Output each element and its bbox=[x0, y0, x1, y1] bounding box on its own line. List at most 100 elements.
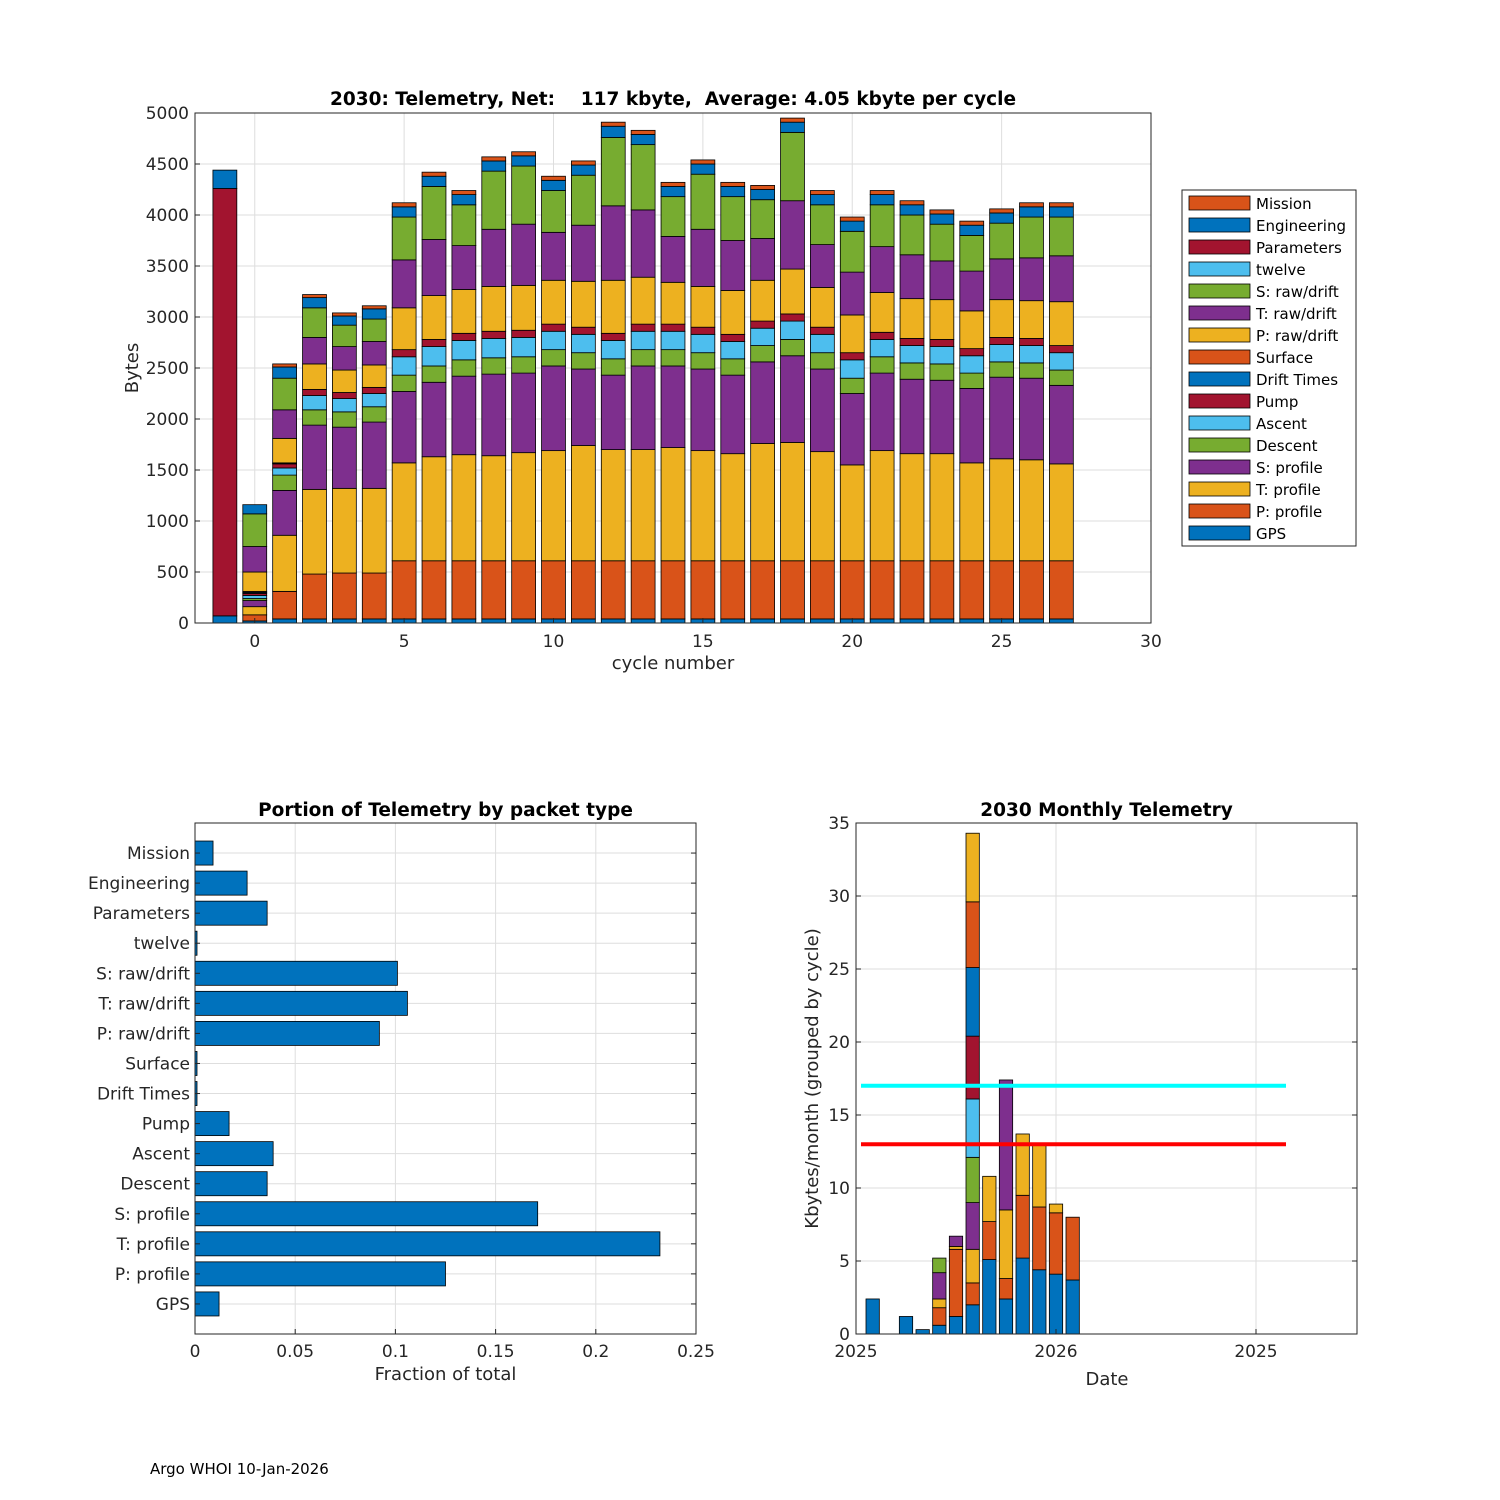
x-tick-label: 15 bbox=[692, 632, 714, 652]
bar-segment bbox=[810, 244, 835, 288]
bar-segment bbox=[302, 363, 327, 390]
bar-segment bbox=[839, 271, 865, 316]
bar bbox=[194, 900, 268, 926]
bar-segment bbox=[630, 618, 656, 624]
bar-segment bbox=[899, 378, 925, 455]
bar-segment bbox=[929, 213, 955, 225]
bar-segment bbox=[421, 365, 447, 383]
bar-segment bbox=[948, 1246, 964, 1250]
bar-segment bbox=[511, 223, 536, 286]
bar-segment bbox=[421, 346, 447, 367]
bar-segment bbox=[839, 230, 865, 273]
bar-segment bbox=[272, 377, 297, 411]
bar-segment bbox=[242, 546, 268, 573]
bar-segment bbox=[965, 1156, 980, 1203]
bar-segment bbox=[511, 284, 536, 331]
legend-label: P: raw/drift bbox=[1256, 327, 1338, 345]
x-tick-label: 30 bbox=[1140, 632, 1162, 652]
bar-segment bbox=[690, 163, 716, 175]
bar-segment bbox=[959, 372, 985, 389]
bar-segment bbox=[571, 352, 596, 370]
bar-segment bbox=[959, 270, 985, 312]
bar-segment bbox=[361, 305, 387, 310]
bar-segment bbox=[720, 358, 746, 376]
bar-segment bbox=[391, 206, 417, 218]
y-tick-label: 3500 bbox=[146, 257, 189, 277]
bar-segment bbox=[332, 392, 357, 400]
bar-segment bbox=[391, 202, 417, 208]
bar-segment bbox=[242, 504, 268, 515]
bar-segment bbox=[982, 1259, 997, 1335]
bar-segment bbox=[660, 365, 686, 448]
y-tick-label: Pump bbox=[142, 1115, 190, 1135]
bar-segment bbox=[391, 307, 417, 351]
x-tick-label: 2026 bbox=[1034, 1342, 1077, 1362]
y-tick-label: 500 bbox=[157, 563, 189, 583]
bar-segment bbox=[391, 391, 417, 464]
bar-segment bbox=[511, 618, 536, 624]
bar-segment bbox=[899, 298, 925, 339]
bar-segment bbox=[1049, 345, 1074, 354]
bar-segment bbox=[391, 349, 417, 358]
bar-segment bbox=[932, 1257, 947, 1274]
y-tick-label: P: profile bbox=[115, 1265, 190, 1285]
chart-title: 2030 Monthly Telemetry bbox=[980, 800, 1233, 821]
y-tick-label: 2000 bbox=[146, 410, 189, 430]
bar-segment bbox=[451, 375, 477, 456]
bar-segment bbox=[929, 223, 955, 262]
bar-segment bbox=[451, 454, 477, 562]
legend-label: S: profile bbox=[1256, 459, 1323, 477]
bar-segment bbox=[839, 393, 865, 466]
bar-segment bbox=[511, 151, 536, 157]
bar-segment bbox=[332, 398, 357, 413]
bar-segment bbox=[989, 212, 1014, 224]
bar-segment bbox=[660, 196, 686, 237]
footer-credit: Argo WHOI 10-Jan-2026 bbox=[150, 1460, 329, 1478]
bar-segment bbox=[600, 374, 626, 451]
bar-segment bbox=[780, 355, 805, 443]
bar-segment bbox=[332, 572, 357, 620]
y-tick-label: 10 bbox=[828, 1179, 850, 1199]
bar-segment bbox=[720, 560, 746, 620]
bar-segment bbox=[1049, 202, 1074, 208]
bar-segment bbox=[332, 346, 357, 371]
bar-segment bbox=[630, 349, 656, 367]
y-tick-label: 4500 bbox=[146, 155, 189, 175]
bar-segment bbox=[899, 214, 925, 256]
y-tick-label: 15 bbox=[828, 1106, 850, 1126]
bar-segment bbox=[989, 258, 1014, 301]
legend-label: Parameters bbox=[1256, 239, 1342, 257]
bar-segment bbox=[810, 368, 835, 453]
bar-segment bbox=[959, 355, 985, 374]
bar-segment bbox=[571, 224, 596, 282]
bar-segment bbox=[302, 297, 327, 309]
bar-segment bbox=[690, 228, 716, 287]
bar-segment bbox=[272, 363, 297, 368]
bar-segment bbox=[780, 131, 805, 202]
legend-swatch bbox=[1188, 437, 1251, 453]
bar-segment bbox=[869, 292, 895, 333]
bar-segment bbox=[965, 1202, 980, 1250]
bar-segment bbox=[929, 346, 955, 365]
bar-segment bbox=[1049, 463, 1074, 562]
bar-segment bbox=[1049, 352, 1074, 371]
bar-segment bbox=[899, 200, 925, 206]
bar-segment bbox=[541, 190, 566, 233]
legend-swatch bbox=[1188, 415, 1251, 431]
bar-segment bbox=[965, 1304, 980, 1335]
y-tick-label: 0 bbox=[839, 1325, 850, 1345]
bar-segment bbox=[361, 487, 387, 574]
y-tick-label: 20 bbox=[828, 1033, 850, 1053]
x-tick-label: 0.2 bbox=[582, 1342, 609, 1362]
bar-segment bbox=[750, 618, 775, 624]
bar-segment bbox=[780, 339, 805, 357]
bar-segment bbox=[660, 181, 686, 187]
bar-segment bbox=[332, 618, 357, 624]
bar-segment bbox=[959, 234, 985, 272]
y-tick-label: 5 bbox=[839, 1252, 850, 1272]
y-tick-label: 4000 bbox=[146, 206, 189, 226]
bar-segment bbox=[1049, 369, 1074, 386]
bar-segment bbox=[630, 330, 656, 351]
bar-segment bbox=[1049, 618, 1074, 624]
bar-segment bbox=[571, 560, 596, 620]
